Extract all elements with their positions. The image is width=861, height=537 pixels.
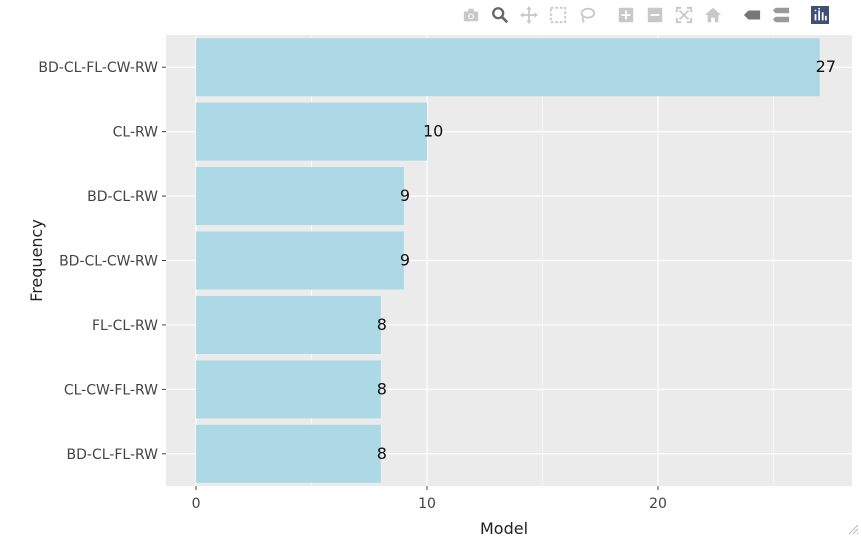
bar-bd-cl-fl-cw-rw[interactable] <box>196 38 820 97</box>
bar-value-label: 10 <box>423 122 443 141</box>
bar-cl-rw[interactable] <box>196 102 428 161</box>
bar-value-label: 8 <box>377 315 387 334</box>
y-tick-label: CL-CW-FL-RW <box>64 382 158 398</box>
bars <box>196 38 820 483</box>
bar-bd-cl-rw[interactable] <box>196 167 404 226</box>
pan-icon[interactable] <box>518 4 540 26</box>
spike-lines-icon[interactable] <box>741 4 763 26</box>
y-tick-label: BD-CL-RW <box>87 189 158 205</box>
y-axis-ticks: BD-CL-FL-CW-RW CL-RW BD-CL-RW BD-CL-CW-RW FL… <box>38 60 166 463</box>
plotly-logo-icon[interactable] <box>809 4 831 26</box>
bar-value-label: 8 <box>377 444 387 463</box>
bar-value-label: 8 <box>377 379 387 398</box>
bar-fl-cl-rw[interactable] <box>196 295 381 354</box>
y-axis-title: Frequency <box>27 219 46 302</box>
y-tick-label: CL-RW <box>113 125 159 141</box>
zoom-out-icon[interactable] <box>644 4 666 26</box>
bar-bd-cl-fl-rw[interactable] <box>196 424 381 483</box>
x-tick-label: 20 <box>649 496 667 512</box>
resize-handle-icon[interactable] <box>847 523 859 535</box>
lasso-select-icon[interactable] <box>576 4 598 26</box>
hover-compare-icon[interactable] <box>770 4 792 26</box>
bar-labels: 27 10 9 9 8 8 8 <box>377 57 836 463</box>
zoom-in-icon[interactable] <box>615 4 637 26</box>
box-select-icon[interactable] <box>547 4 569 26</box>
x-tick-label: 0 <box>192 496 201 512</box>
bar-value-label: 9 <box>400 186 410 205</box>
autoscale-icon[interactable] <box>673 4 695 26</box>
x-axis-ticks: 0 10 20 <box>192 486 667 512</box>
y-tick-label: BD-CL-CW-RW <box>59 254 158 270</box>
bar-bd-cl-cw-rw[interactable] <box>196 231 404 290</box>
camera-icon[interactable] <box>460 4 482 26</box>
y-tick-label: BD-CL-FL-RW <box>67 447 159 463</box>
zoom-icon[interactable] <box>489 4 511 26</box>
y-tick-label: BD-CL-FL-CW-RW <box>38 60 158 76</box>
bar-value-label: 9 <box>400 251 410 270</box>
home-icon[interactable] <box>702 4 724 26</box>
bar-cl-cw-fl-rw[interactable] <box>196 360 381 419</box>
x-axis-title: Model <box>480 519 528 537</box>
x-tick-label: 10 <box>418 496 436 512</box>
bar-value-label: 27 <box>816 57 836 76</box>
y-tick-label: FL-CL-RW <box>92 318 158 334</box>
modebar <box>460 4 838 26</box>
